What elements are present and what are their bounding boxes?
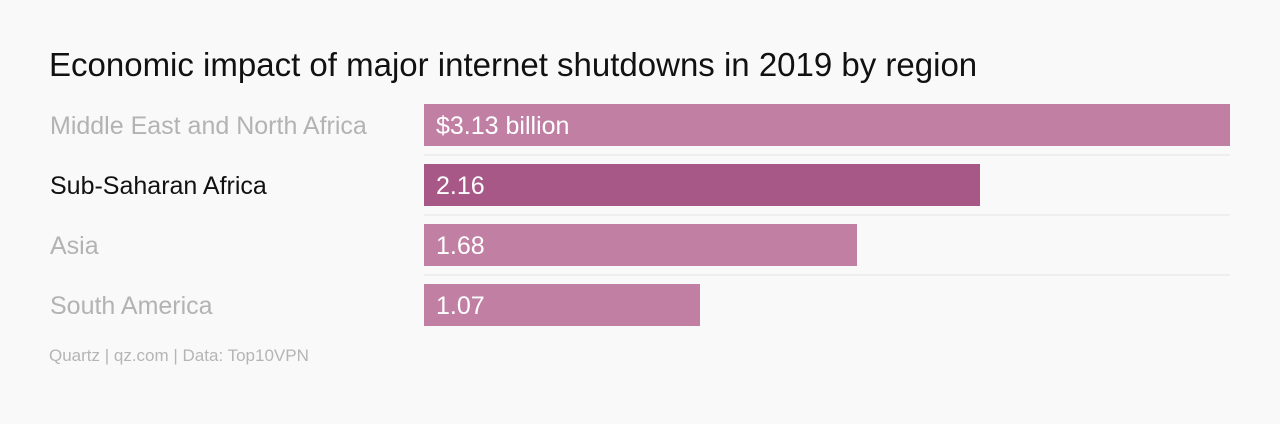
category-label: Middle East and North Africa — [50, 112, 367, 140]
category-label: Sub-Saharan Africa — [50, 172, 267, 200]
bar — [424, 164, 980, 206]
value-label: $3.13 billion — [436, 112, 569, 140]
source-note: Quartz | qz.com | Data: Top10VPN — [49, 346, 309, 365]
bar — [424, 284, 700, 326]
value-label: 1.68 — [436, 232, 485, 260]
chart-title: Economic impact of major internet shutdo… — [49, 46, 978, 83]
bar — [424, 104, 1230, 146]
value-label: 1.07 — [436, 292, 485, 320]
category-label: Asia — [50, 232, 99, 260]
bar — [424, 224, 857, 266]
value-label: 2.16 — [436, 172, 485, 200]
category-label: South America — [50, 292, 213, 320]
